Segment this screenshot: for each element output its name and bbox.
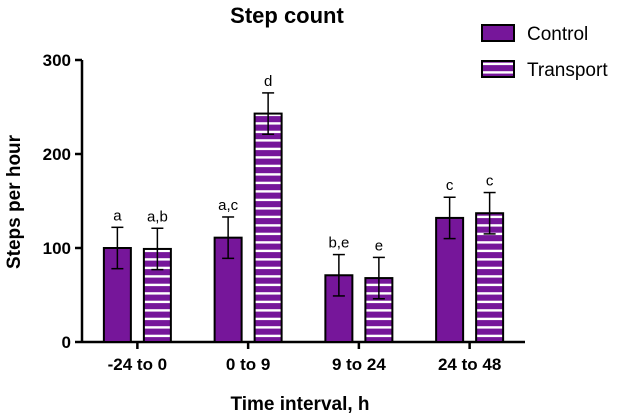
data-label: a,b [147,208,168,225]
legend-label-transport: Transport [527,60,608,81]
y-tick-label: 200 [43,145,71,164]
legend-label-control: Control [527,24,588,45]
y-tick-label: 300 [43,51,71,70]
bars-group: a a,b a,c d b,e e c c [102,73,505,344]
bar-transport [475,212,505,343]
y-tick-label: 100 [43,239,71,258]
x-tick-label: 0 to 9 [226,355,270,374]
data-label: d [264,73,272,90]
chart-title: Step count [230,3,344,28]
x-tick-label: 9 to 24 [332,355,386,374]
legend: Control Transport [481,24,608,81]
data-label: b,e [328,235,349,252]
y-axis-label: Steps per hour [4,134,25,269]
axes: 0 100 200 300 -24 to 0 0 to 9 9 to 24 24 to 48 [43,51,525,374]
bar-transport [253,112,283,343]
x-axis-label: Time interval, h [230,394,369,415]
data-label: e [375,237,383,254]
data-label: a,c [218,197,239,214]
data-label: a [113,207,122,224]
legend-swatch-control [481,24,515,42]
data-label: c [446,177,454,194]
x-tick-label: 24 to 48 [438,355,501,374]
legend-swatch-transport [481,60,515,78]
y-tick-label: 0 [62,333,71,352]
data-label: c [486,173,494,190]
x-tick-label: -24 to 0 [108,355,168,374]
